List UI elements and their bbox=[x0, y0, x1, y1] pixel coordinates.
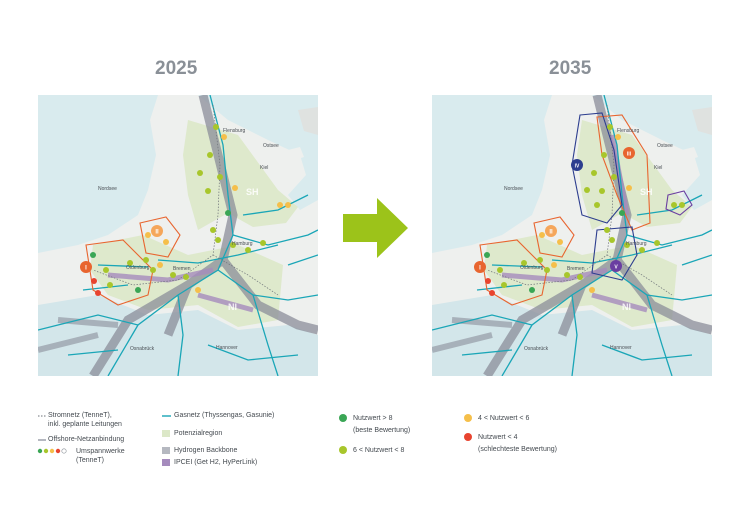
label-kiel: Kiel bbox=[654, 165, 662, 171]
power-grid bbox=[92, 104, 279, 296]
cluster-iv-marker[interactable] bbox=[571, 159, 583, 171]
legend-nutzwert-lt4-note: (schlechteste Bewertung) bbox=[478, 446, 557, 453]
label-hamburg: Hamburg bbox=[232, 241, 253, 247]
label-ostsee: Ostsee bbox=[657, 143, 673, 149]
label-bremen: Bremen bbox=[567, 266, 585, 272]
cluster-i-outline bbox=[479, 239, 548, 306]
cluster-iii-marker[interactable] bbox=[623, 147, 635, 159]
label-flensburg: Flensburg bbox=[223, 128, 245, 134]
substation-swatch bbox=[37, 448, 67, 454]
cluster-i-outline bbox=[85, 239, 154, 306]
legend-umspannwerke-line1: Umspannwerke bbox=[76, 448, 125, 455]
label-hamburg: Hamburg bbox=[626, 241, 647, 247]
island-fehmarn bbox=[288, 147, 304, 161]
label-hannover: Hannover bbox=[610, 345, 632, 351]
cluster-v-marker[interactable] bbox=[610, 260, 622, 272]
ipcei-swatch bbox=[162, 459, 170, 466]
cluster-i-marker[interactable] bbox=[80, 261, 92, 273]
label-oldenburg: Oldenburg bbox=[520, 265, 544, 271]
label-osnabrueck: Osnabrück bbox=[524, 346, 549, 352]
cluster-v-label: V bbox=[614, 265, 618, 271]
cluster-ii-marker[interactable] bbox=[545, 225, 557, 237]
cluster-i-label: I bbox=[85, 266, 87, 272]
legend-nutzwert-gt8-note: (beste Bewertung) bbox=[353, 427, 411, 434]
substations[interactable] bbox=[90, 124, 291, 296]
legend-nutzwert-4-6: 4 < Nutzwert < 6 bbox=[478, 415, 530, 422]
cluster-i-marker[interactable] bbox=[474, 261, 486, 273]
label-nordsee: Nordsee bbox=[504, 186, 523, 192]
legend-backbone: Hydrogen Backbone bbox=[174, 447, 238, 454]
cluster-iv-outline bbox=[571, 112, 623, 224]
cluster-iv-label: IV bbox=[575, 164, 580, 170]
legend-offshore: Offshore-Netzanbindung bbox=[48, 436, 125, 443]
legend-nutzwert-lt4: Nutzwert < 4 bbox=[478, 434, 518, 441]
offshore-link bbox=[432, 317, 513, 353]
power-grid-swatch bbox=[38, 415, 46, 417]
good-swatch bbox=[339, 446, 347, 454]
best-swatch bbox=[339, 414, 347, 422]
legend-potenzial: Potenzialregion bbox=[174, 430, 223, 437]
label-sh: SH bbox=[246, 187, 259, 197]
hydrogen-backbone bbox=[89, 95, 318, 376]
label-oldenburg: Oldenburg bbox=[126, 265, 150, 271]
gas-network bbox=[432, 95, 712, 376]
label-ostsee: Ostsee bbox=[263, 143, 279, 149]
island-north bbox=[156, 101, 164, 137]
cluster-i-label: I bbox=[479, 266, 481, 272]
potenzial-swatch bbox=[162, 430, 170, 437]
legend-stromnetz-line2: inkl. geplante Leitungen bbox=[48, 421, 122, 428]
arrow-right-icon bbox=[343, 198, 408, 258]
backbone-swatch bbox=[162, 447, 170, 454]
island-fehmarn bbox=[682, 147, 698, 161]
legend-nutzwert-gt8: Nutzwert > 8 bbox=[353, 415, 393, 422]
label-sh: SH bbox=[640, 187, 653, 197]
year-2035-title: 2035 bbox=[549, 58, 592, 79]
worst-swatch bbox=[464, 433, 472, 441]
cluster-ii-marker[interactable] bbox=[151, 225, 163, 237]
label-nordsee: Nordsee bbox=[98, 186, 117, 192]
map-2035: I II III IV V Flensburg Ostsee Kiel Nord… bbox=[432, 95, 712, 376]
label-kiel: Kiel bbox=[260, 165, 268, 171]
ipcei-pipeline bbox=[107, 267, 254, 313]
label-bremen: Bremen bbox=[173, 266, 191, 272]
legend-nutzwert-6-8: 6 < Nutzwert < 8 bbox=[353, 447, 405, 454]
cluster-iii-label: III bbox=[627, 152, 632, 158]
legend-umspannwerke-line2: (TenneT) bbox=[76, 457, 105, 464]
legend-gasnetz: Gasnetz (Thyssengas, Gasunie) bbox=[174, 412, 275, 419]
offshore-link bbox=[38, 317, 119, 353]
legend-ipcei: IPCEI (Get H2, HyPerLink) bbox=[174, 459, 258, 466]
label-ni: NI bbox=[622, 302, 631, 312]
legend-stromnetz-line1: Stromnetz (TenneT), bbox=[48, 412, 112, 419]
label-osnabrueck: Osnabrück bbox=[130, 346, 155, 352]
substations[interactable] bbox=[484, 124, 685, 296]
offshore-swatch bbox=[38, 439, 46, 441]
cluster-iii-outline bbox=[596, 114, 651, 231]
hydrogen-backbone bbox=[483, 95, 712, 376]
label-hannover: Hannover bbox=[216, 345, 238, 351]
cluster-ii-label: II bbox=[155, 230, 159, 236]
cluster-ii-outline bbox=[139, 216, 181, 258]
gas-network bbox=[38, 95, 318, 376]
gas-swatch bbox=[162, 415, 171, 417]
island-north bbox=[550, 101, 558, 137]
cluster-ii-label: II bbox=[549, 230, 553, 236]
medium-swatch bbox=[464, 414, 472, 422]
island-east bbox=[692, 107, 712, 135]
cluster-ii-outline bbox=[533, 216, 575, 258]
label-flensburg: Flensburg bbox=[617, 128, 639, 134]
cluster-v-outline bbox=[591, 226, 638, 281]
cluster-v-outline-east bbox=[665, 190, 693, 216]
island-east bbox=[298, 107, 318, 135]
year-2025-title: 2025 bbox=[155, 58, 198, 79]
map-2025: I II Flensburg Ostsee Kiel Nordsee SH Ha… bbox=[38, 95, 318, 376]
label-ni: NI bbox=[228, 302, 237, 312]
